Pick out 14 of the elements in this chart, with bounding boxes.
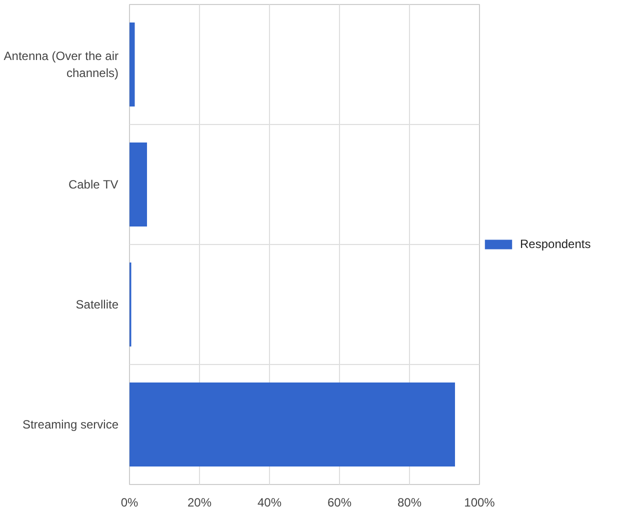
y-tick-label: Antenna (Over the air channels) bbox=[4, 49, 119, 80]
x-tick-label: 100% bbox=[464, 496, 496, 510]
y-tick-label: Cable TV bbox=[68, 178, 118, 192]
y-tick-label: Streaming service bbox=[22, 418, 119, 432]
x-tick-label: 20% bbox=[187, 496, 212, 510]
legend-label: Respondents bbox=[520, 237, 591, 251]
y-tick-label: Satellite bbox=[76, 298, 119, 312]
x-tick-label: 60% bbox=[327, 496, 352, 510]
bar bbox=[130, 142, 147, 226]
x-tick-label: 0% bbox=[120, 496, 138, 510]
bar bbox=[130, 22, 135, 106]
bar bbox=[130, 382, 455, 466]
x-tick-label: 40% bbox=[257, 496, 282, 510]
x-tick-label: 80% bbox=[397, 496, 422, 510]
